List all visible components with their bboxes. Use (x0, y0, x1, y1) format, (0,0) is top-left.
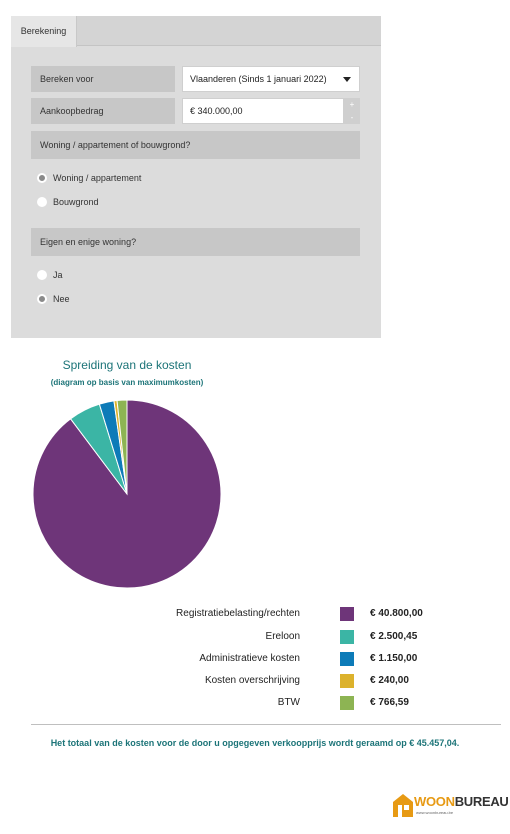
legend-label: Ereloon (265, 631, 300, 642)
logo-wordmark: WOONBUREAU (414, 794, 509, 809)
amount-stepper: + - (344, 98, 360, 124)
radio-bouwgrond[interactable]: Bouwgrond (37, 197, 157, 209)
radio-label: Woning / appartement (53, 173, 142, 183)
radio-unchecked-icon[interactable] (37, 197, 47, 207)
legend-swatch (340, 674, 354, 688)
legend-value: € 240,00 (370, 675, 409, 686)
radio-ja[interactable]: Ja (37, 270, 117, 282)
house-logo-icon (393, 794, 413, 817)
purchase-amount-input[interactable]: € 340.000,00 (182, 98, 344, 124)
calculation-form: Berekening Bereken voor Vlaanderen (Sind… (11, 16, 381, 338)
legend-value: € 1.150,00 (370, 653, 418, 664)
chart-title: Spreiding van de kosten (62, 358, 192, 372)
legend-label: BTW (277, 697, 300, 708)
total-cost-summary: Het totaal van de kosten voor de door u … (50, 738, 460, 748)
radio-label: Ja (53, 270, 63, 280)
tab-strip: Berekening (11, 16, 381, 47)
radio-nee[interactable]: Nee (37, 294, 117, 306)
pie-slice-4 (116, 399, 128, 495)
legend-item: Ereloon € 2.500,45 (150, 629, 460, 645)
bereken-voor-label: Bereken voor (31, 66, 175, 92)
eigen-woning-heading: Eigen en enige woning? (31, 228, 360, 256)
logo-url: www.woonbureau.be (416, 810, 454, 815)
divider (31, 724, 501, 725)
legend-value: € 2.500,45 (370, 631, 418, 642)
legend-label: Administratieve kosten (199, 653, 300, 664)
legend-label: Registratiebelasting/rechten (176, 608, 300, 619)
legend-value: € 40.800,00 (370, 608, 423, 619)
region-select[interactable]: Vlaanderen (Sinds 1 januari 2022) (182, 66, 360, 92)
radio-label: Bouwgrond (53, 197, 99, 207)
increment-button[interactable]: + (349, 100, 355, 109)
radio-label: Nee (53, 294, 70, 304)
legend-item: BTW € 766,59 (150, 695, 460, 711)
woonbureau-logo: WOONBUREAU www.woonbureau.be (392, 792, 509, 820)
legend-swatch (340, 696, 354, 710)
cost-pie-chart (32, 399, 222, 589)
legend-value: € 766,59 (370, 697, 409, 708)
chart-subtitle: (diagram op basis van maximumkosten) (50, 378, 204, 387)
radio-checked-icon[interactable] (37, 294, 47, 304)
caret-down-icon (343, 77, 351, 82)
property-type-heading: Woning / appartement of bouwgrond? (31, 131, 360, 159)
radio-woning-appartement[interactable]: Woning / appartement (37, 173, 197, 185)
radio-checked-icon[interactable] (37, 173, 47, 183)
decrement-button[interactable]: - (350, 113, 354, 122)
tab-berekening[interactable]: Berekening (11, 16, 77, 47)
region-select-value: Vlaanderen (Sinds 1 januari 2022) (190, 74, 327, 84)
legend-swatch (340, 607, 354, 621)
legend-swatch (340, 630, 354, 644)
legend-label: Kosten overschrijving (204, 675, 300, 686)
legend-item: Registratiebelasting/rechten € 40.800,00 (150, 606, 460, 622)
aankoopbedrag-label: Aankoopbedrag (31, 98, 175, 124)
legend-swatch (340, 652, 354, 666)
legend-item: Kosten overschrijving € 240,00 (150, 673, 460, 689)
legend-item: Administratieve kosten € 1.150,00 (150, 651, 460, 667)
radio-unchecked-icon[interactable] (37, 270, 47, 280)
